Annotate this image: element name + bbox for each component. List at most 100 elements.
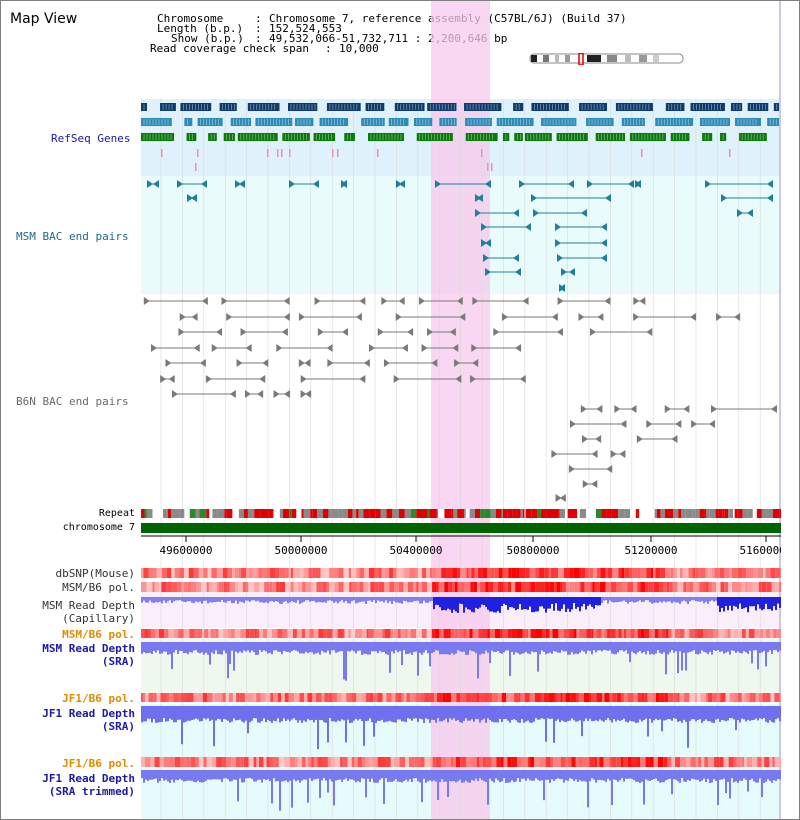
b6n-bac-pair-end bbox=[664, 405, 671, 413]
capillary-depth-bar bbox=[693, 597, 695, 601]
depth-bar bbox=[693, 770, 695, 780]
msm-depth-sra-label[interactable]: MSM Read Depth bbox=[42, 642, 135, 655]
polymorphism-cell bbox=[236, 693, 240, 702]
repeat-segment bbox=[353, 509, 357, 518]
depth-bar bbox=[517, 706, 519, 723]
depth-bar bbox=[325, 706, 327, 723]
polymorphism-cell bbox=[260, 693, 266, 702]
polymorphism-cell bbox=[490, 568, 495, 578]
b6n-bac-pair-end bbox=[245, 344, 252, 352]
depth-bar bbox=[305, 642, 307, 652]
polymorphism-cell bbox=[611, 757, 617, 767]
b6n-bac-pair-end bbox=[273, 390, 280, 398]
depth-bar bbox=[541, 642, 543, 651]
polymorphism-cell bbox=[550, 757, 554, 767]
b6n-bac-label[interactable]: B6N BAC end pairs bbox=[16, 395, 129, 408]
chromosome-ideogram[interactable] bbox=[529, 53, 685, 65]
depth-bar bbox=[707, 706, 709, 722]
polymorphism-cell bbox=[612, 568, 615, 578]
depth-bar bbox=[251, 642, 253, 651]
repeat-segment bbox=[212, 509, 218, 518]
capillary-depth-bar bbox=[653, 597, 655, 604]
msm-bac-pair-end bbox=[481, 223, 487, 231]
jf1-depth-sra-label[interactable]: JF1 Read Depth bbox=[42, 707, 135, 720]
capillary-depth-bar bbox=[407, 597, 409, 603]
capillary-depth-bar bbox=[689, 597, 691, 602]
repeat-segment bbox=[179, 509, 185, 518]
depth-bar bbox=[685, 770, 687, 783]
polymorphism-cell bbox=[694, 693, 698, 702]
msm-b6-pol-label[interactable]: MSM/B6 pol. bbox=[62, 581, 135, 594]
depth-bar bbox=[245, 770, 247, 779]
depth-bar bbox=[293, 706, 295, 719]
polymorphism-cell bbox=[576, 693, 579, 702]
repeat-segment bbox=[779, 509, 781, 518]
depth-bar bbox=[449, 770, 451, 782]
polymorphism-cell bbox=[680, 568, 683, 578]
repeat-segment bbox=[342, 509, 348, 518]
capillary-depth-bar bbox=[401, 597, 403, 604]
depth-bar bbox=[341, 770, 343, 782]
depth-bar bbox=[531, 642, 533, 652]
capillary-depth-bar bbox=[395, 597, 397, 603]
capillary-depth-bar bbox=[157, 597, 159, 603]
polymorphism-cell bbox=[173, 693, 179, 702]
depth-bar bbox=[617, 770, 619, 782]
polymorphism-cell bbox=[240, 629, 246, 638]
repeat-segment bbox=[247, 509, 255, 518]
jf1-depth-trimmed-label[interactable]: JF1 Read Depth bbox=[42, 772, 135, 785]
depth-bar bbox=[293, 770, 295, 780]
repeat-segment bbox=[273, 509, 280, 518]
capillary-depth-bar bbox=[473, 597, 475, 613]
capillary-depth-bar bbox=[377, 597, 379, 601]
capillary-depth-bar bbox=[463, 597, 465, 613]
polymorphism-cell bbox=[166, 693, 170, 702]
capillary-depth-bar bbox=[583, 597, 585, 604]
depth-bar bbox=[659, 770, 661, 783]
refseq-gene bbox=[282, 133, 310, 141]
capillary-depth-bar bbox=[383, 597, 385, 603]
capillary-depth-bar bbox=[385, 597, 387, 601]
depth-bar bbox=[575, 642, 577, 654]
polymorphism-cell bbox=[377, 757, 383, 767]
depth-bar bbox=[367, 642, 369, 655]
msm-b6-pol-2-label[interactable]: MSM/B6 pol. bbox=[62, 628, 135, 641]
capillary-depth-bar bbox=[387, 597, 389, 604]
genome-browser-canvas[interactable]: 49600000 50000000 50400000 50800000 51200000… bbox=[141, 1, 781, 820]
axis-tick-label: 50400000 bbox=[390, 544, 443, 557]
depth-bar bbox=[285, 642, 287, 652]
depth-bar bbox=[309, 642, 311, 653]
polymorphism-cell bbox=[708, 582, 713, 592]
jf1-b6-pol-2-label[interactable]: JF1/B6 pol. bbox=[62, 757, 135, 770]
capillary-depth-bar bbox=[777, 597, 779, 604]
polymorphism-cell bbox=[278, 757, 285, 767]
depth-bar bbox=[169, 770, 171, 783]
dbsnp-label[interactable]: dbSNP(Mouse) bbox=[55, 567, 135, 580]
depth-bar bbox=[275, 642, 277, 651]
polymorphism-cell bbox=[491, 757, 497, 767]
depth-bar bbox=[765, 642, 767, 667]
depth-bar bbox=[367, 770, 369, 779]
b6n-bac-pair-end bbox=[459, 313, 466, 321]
msm-bac-pair-end bbox=[515, 268, 521, 276]
repeat-segment bbox=[152, 509, 157, 518]
msm-depth-capillary-label[interactable]: MSM Read Depth bbox=[42, 599, 135, 612]
jf1-b6-pol-label[interactable]: JF1/B6 pol. bbox=[62, 692, 135, 705]
depth-bar bbox=[463, 770, 465, 783]
msm-bac-pair-end bbox=[483, 254, 489, 262]
capillary-depth-bar bbox=[319, 597, 321, 603]
depth-bar bbox=[573, 642, 575, 655]
depth-bar bbox=[223, 642, 225, 651]
repeat-segment bbox=[601, 509, 607, 518]
depth-bar bbox=[653, 706, 655, 721]
refseq-genes-label[interactable]: RefSeq Genes bbox=[51, 132, 131, 145]
msm-bac-label[interactable]: MSM BAC end pairs bbox=[16, 230, 129, 243]
refseq-gene bbox=[773, 103, 779, 111]
capillary-depth-bar bbox=[775, 597, 777, 611]
depth-bar bbox=[527, 770, 529, 779]
polymorphism-cell bbox=[273, 693, 278, 702]
polymorphism-cell bbox=[181, 582, 184, 592]
polymorphism-cell bbox=[647, 693, 653, 702]
depth-bar bbox=[413, 706, 415, 719]
depth-bar bbox=[197, 642, 199, 653]
